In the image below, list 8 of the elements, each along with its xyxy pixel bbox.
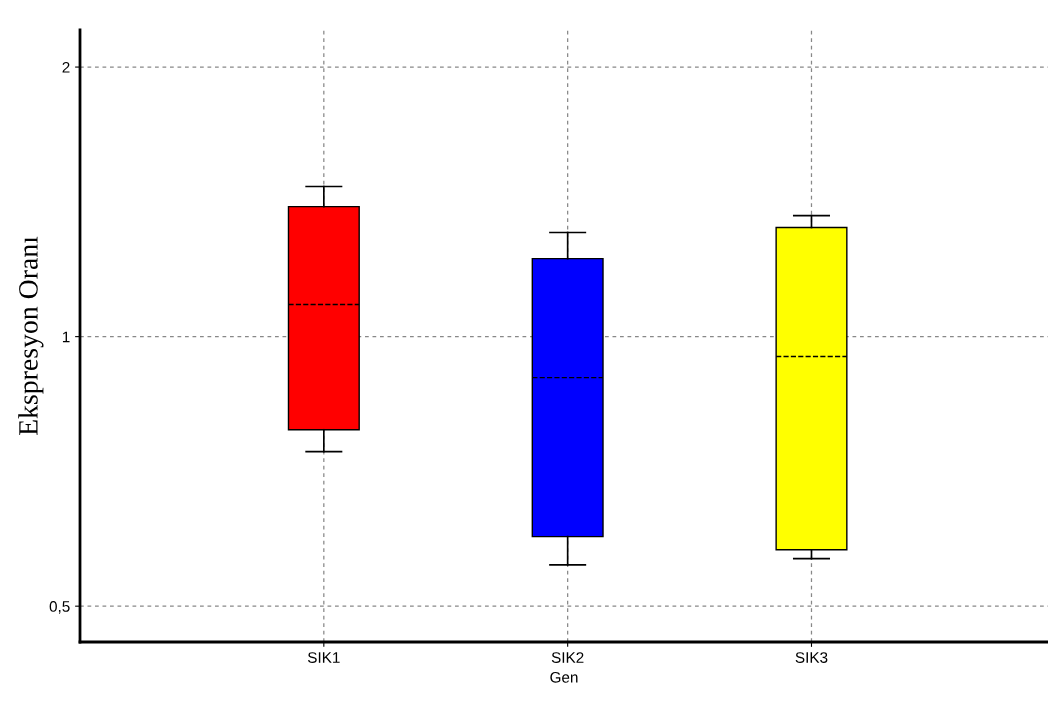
y-tick-label: 1 [62, 331, 70, 343]
y-tick-label: 0,5 [49, 601, 70, 614]
x-axis-title: Gen [550, 671, 578, 683]
x-tick-label: SIK2 [551, 652, 584, 663]
y-axis-title: Ekspresyon Oranı [18, 236, 44, 436]
y-tick-label: 2 [62, 61, 70, 73]
x-tick-label: SIK3 [795, 652, 828, 663]
x-tick-label: SIK1 [307, 652, 340, 663]
